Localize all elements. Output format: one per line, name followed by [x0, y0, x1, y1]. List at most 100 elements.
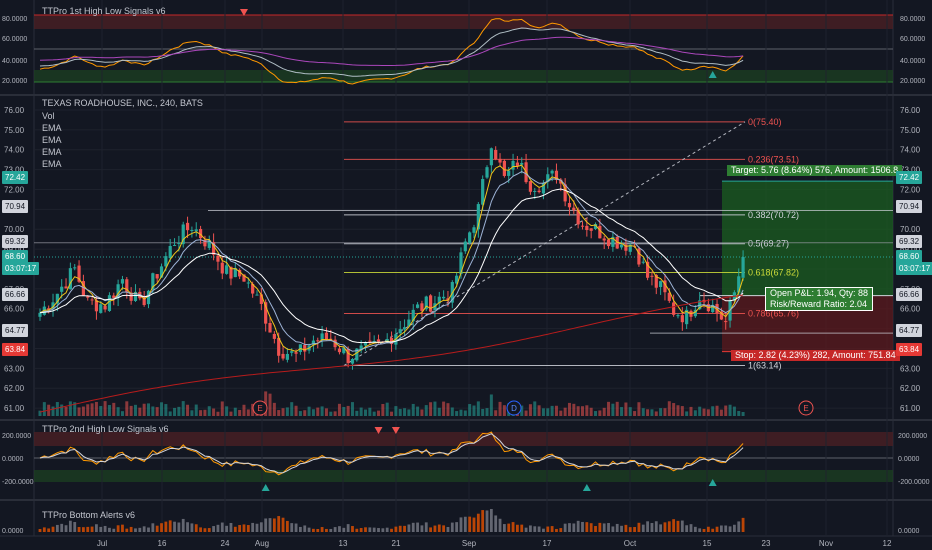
alert-bar	[60, 523, 64, 532]
candle-body	[437, 296, 441, 304]
volume-bar	[55, 402, 59, 416]
candle-body	[372, 340, 376, 342]
volume-bar	[628, 407, 632, 416]
candle-body	[567, 203, 572, 208]
legend-ema-2[interactable]: EMA	[42, 135, 62, 145]
earnings-marker-1[interactable]: E	[252, 400, 268, 416]
alert-bar	[602, 523, 606, 532]
candle-body	[537, 190, 541, 193]
alert-bar	[598, 522, 602, 532]
alert-bar	[555, 528, 558, 532]
alert-bar	[299, 526, 302, 532]
top-tick-right: 40.0000	[900, 58, 925, 65]
volume-bar	[186, 404, 190, 416]
stop-label[interactable]: Stop: 2.82 (4.23%) 282, Amount: 751.84	[731, 350, 900, 361]
volume-bar	[42, 402, 46, 416]
volume-bar	[724, 405, 728, 416]
earnings-marker-2[interactable]: E	[798, 400, 814, 416]
price-tag-entry-left: 66.66	[2, 288, 29, 301]
candle-body	[103, 305, 107, 310]
legend-vol[interactable]: Vol	[42, 111, 55, 121]
candle-body	[68, 268, 72, 290]
candle-body	[693, 309, 697, 317]
volume-bar	[242, 404, 246, 416]
candle-body	[142, 297, 146, 306]
candle-body	[216, 255, 220, 262]
candle-body	[455, 275, 459, 284]
candle-body	[133, 291, 138, 301]
volume-bar	[294, 405, 298, 416]
candle-body	[198, 228, 203, 239]
volume-bar	[442, 401, 446, 416]
alert-bar	[615, 523, 619, 532]
volume-bar	[160, 402, 164, 416]
price-tag-fib-right: 64.77	[896, 324, 923, 337]
x-tick-label: 21	[392, 539, 401, 548]
volume-bar	[615, 401, 619, 416]
legend-ema-4[interactable]: EMA	[42, 159, 62, 169]
alert-bar	[186, 522, 189, 532]
candle-body	[99, 304, 103, 313]
alert-bar	[255, 523, 259, 532]
volume-bar	[377, 410, 381, 416]
volume-bar	[559, 410, 563, 416]
volume-bar	[350, 402, 354, 416]
candle-body	[624, 244, 628, 251]
target-zone	[722, 181, 893, 296]
alert-bar	[233, 526, 237, 532]
volume-bar	[229, 411, 233, 416]
dividend-marker[interactable]: D	[506, 400, 522, 416]
candle-body	[155, 274, 159, 279]
volume-bar	[342, 406, 346, 416]
legend-ema-3[interactable]: EMA	[42, 147, 62, 157]
alert-bar	[112, 528, 116, 532]
alert-bar	[476, 513, 480, 532]
candle-body	[337, 348, 342, 353]
candle-body	[485, 167, 489, 178]
candle-body	[355, 348, 359, 361]
candle-body	[77, 265, 81, 282]
volume-bar	[589, 407, 593, 416]
alert-bar	[55, 524, 59, 532]
volume-bar	[646, 409, 650, 416]
risk-reward-text: Risk/Reward Ratio: 2.04	[770, 299, 868, 309]
alert-bar	[277, 516, 281, 532]
top-osc-fast	[39, 18, 744, 85]
alert-bar	[177, 522, 181, 532]
candle-body	[233, 268, 237, 278]
candle-body	[73, 267, 77, 269]
legend-ema-1[interactable]: EMA	[42, 123, 62, 133]
candle-body	[172, 245, 177, 247]
volume-bar	[203, 409, 207, 416]
candle-body	[502, 160, 506, 176]
volume-bar	[741, 411, 745, 416]
candle-body	[576, 209, 580, 225]
candle-body	[737, 276, 741, 293]
target-label[interactable]: Target: 5.76 (8.64%) 576, Amount: 1506.8	[727, 165, 903, 176]
pnl-label[interactable]: Open P&L: 1.94, Qty: 88 Risk/Reward Rati…	[765, 287, 874, 311]
alert-bar	[450, 522, 454, 532]
candle-body	[281, 353, 285, 359]
alert-bar	[90, 526, 94, 532]
volume-bar	[537, 405, 541, 416]
volume-bar	[147, 403, 150, 416]
alert-bar	[611, 526, 615, 532]
x-tick-label: Aug	[255, 539, 269, 548]
volume-bar	[129, 405, 133, 416]
alert-bar	[207, 528, 211, 532]
volume-bar	[481, 408, 485, 416]
candle-body	[129, 292, 133, 301]
volume-bar	[403, 408, 407, 416]
price-tag-fib50-right: 69.32	[896, 235, 923, 248]
price-tag-entry-right: 66.66	[896, 288, 923, 301]
candle-body	[572, 207, 576, 211]
candle-body	[741, 257, 745, 278]
candle-body	[415, 304, 420, 308]
alert-bar	[502, 524, 506, 532]
volume-bar	[81, 406, 85, 416]
top-tick-right: 80.0000	[900, 16, 925, 23]
volume-bar	[494, 410, 498, 416]
alert-bar	[194, 524, 198, 532]
